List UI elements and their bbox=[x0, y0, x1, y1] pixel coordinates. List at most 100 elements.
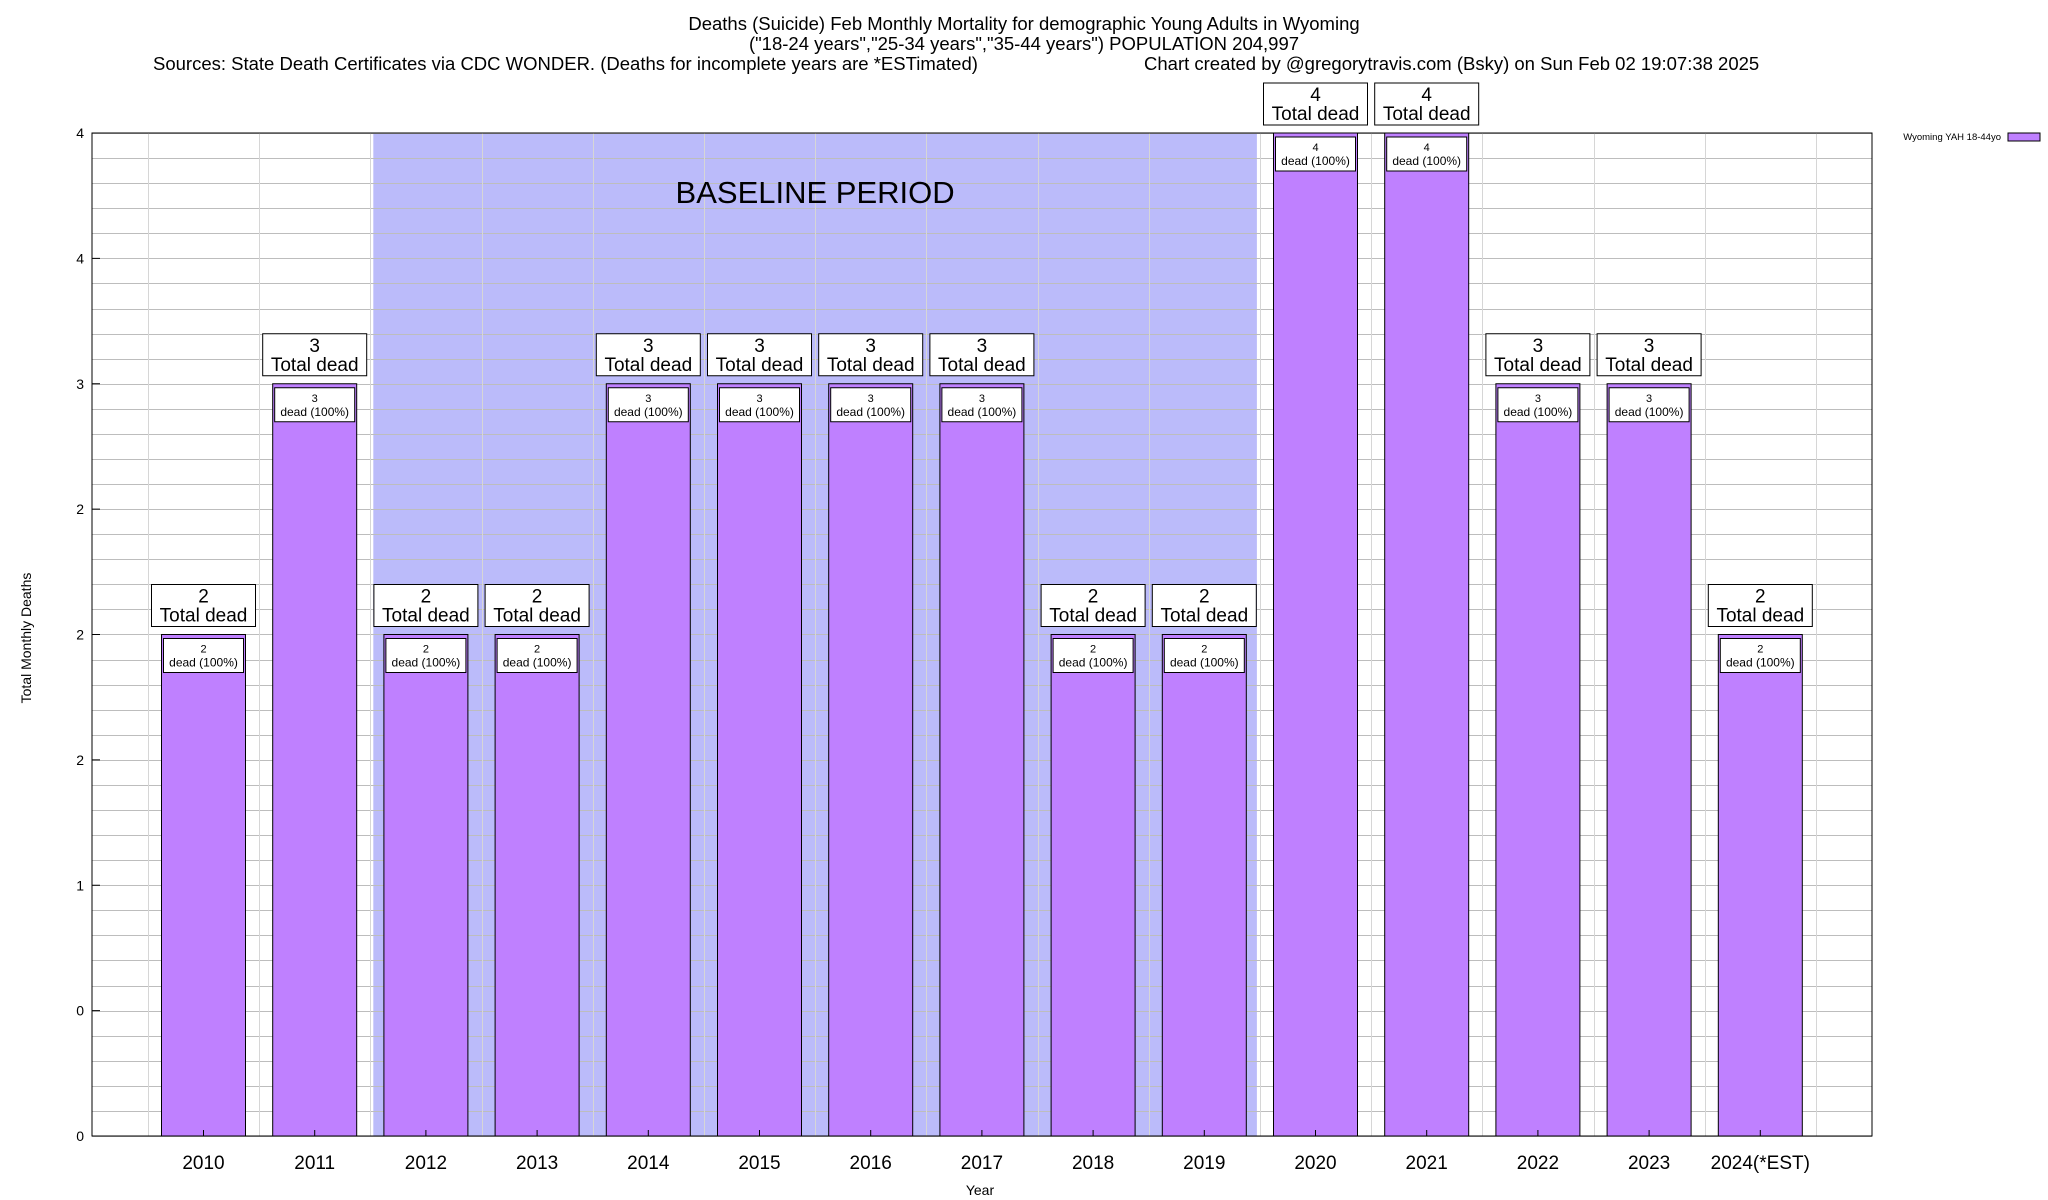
bar-percent-label: dead (100%) bbox=[169, 656, 238, 670]
bar-value-label: 2 bbox=[534, 644, 540, 656]
bar-value-box bbox=[1386, 136, 1468, 172]
bar-percent-label: dead (100%) bbox=[1281, 154, 1350, 168]
bar bbox=[272, 383, 358, 1137]
bar-percent-label: dead (100%) bbox=[1170, 656, 1239, 670]
bar-percent-label: dead (100%) bbox=[614, 405, 683, 419]
total-box bbox=[373, 584, 479, 627]
bar-value-label: 3 bbox=[979, 393, 985, 405]
bar-value-box bbox=[607, 387, 689, 423]
bar-value-box bbox=[1719, 638, 1801, 673]
legend-swatch bbox=[2007, 132, 2041, 142]
total-dead-label: Total dead bbox=[1383, 104, 1471, 125]
bar-percent-label: dead (100%) bbox=[1059, 656, 1128, 670]
y-axis-label-wrap: Total Monthly Deaths bbox=[6, 560, 34, 720]
total-box bbox=[1040, 584, 1146, 627]
bar bbox=[717, 383, 802, 1137]
bar-value-label: 3 bbox=[756, 393, 762, 405]
total-dead-label: Total dead bbox=[160, 606, 248, 627]
bar-value-box bbox=[163, 638, 244, 673]
bar-value-label: 3 bbox=[868, 393, 874, 405]
bar bbox=[1384, 132, 1470, 1137]
bar-percent-label: dead (100%) bbox=[1392, 154, 1461, 168]
x-tick-label: 2024(*EST) bbox=[1711, 1153, 1810, 1174]
bar-percent-label: dead (100%) bbox=[1726, 656, 1795, 670]
bar-value-box bbox=[1275, 136, 1356, 172]
bar bbox=[161, 634, 246, 1137]
total-value-label: 2 bbox=[1199, 587, 1210, 608]
total-value-label: 3 bbox=[1644, 336, 1655, 357]
bar-value-label: 4 bbox=[1424, 142, 1430, 154]
total-value-label: 2 bbox=[198, 587, 209, 608]
total-value-label: 3 bbox=[977, 336, 988, 357]
x-tick-label: 2018 bbox=[1072, 1153, 1114, 1174]
total-box bbox=[818, 333, 924, 377]
bar-value-label: 4 bbox=[1312, 142, 1318, 154]
total-value-label: 3 bbox=[1533, 336, 1544, 357]
bar-value-box bbox=[496, 638, 578, 673]
bar-value-label: 2 bbox=[423, 644, 429, 656]
bar bbox=[1717, 634, 1803, 1137]
total-dead-label: Total dead bbox=[271, 355, 359, 376]
total-box bbox=[484, 584, 590, 627]
x-tick-label: 2020 bbox=[1294, 1153, 1336, 1174]
bar-value-label: 2 bbox=[1090, 644, 1096, 656]
bar-percent-label: dead (100%) bbox=[725, 405, 794, 419]
x-tick-label: 2017 bbox=[961, 1153, 1003, 1174]
bar bbox=[828, 383, 914, 1137]
y-tick-label: 3 bbox=[76, 376, 84, 392]
bar-value-label: 3 bbox=[1535, 393, 1541, 405]
total-dead-label: Total dead bbox=[716, 355, 804, 376]
total-value-label: 4 bbox=[1310, 85, 1321, 106]
bar-value-label: 2 bbox=[1201, 644, 1207, 656]
x-tick-label: 2019 bbox=[1183, 1153, 1225, 1174]
total-box bbox=[1374, 82, 1480, 126]
y-tick-label: 0 bbox=[76, 1003, 84, 1019]
total-value-label: 3 bbox=[643, 336, 654, 357]
y-tick-label: 1 bbox=[76, 877, 84, 893]
baseline-period-label: BASELINE PERIOD bbox=[676, 175, 955, 210]
bar bbox=[1606, 383, 1692, 1137]
total-value-label: 3 bbox=[754, 336, 765, 357]
total-box bbox=[151, 584, 256, 627]
total-dead-label: Total dead bbox=[1605, 355, 1693, 376]
bar-percent-label: dead (100%) bbox=[836, 405, 905, 419]
x-tick-label: 2015 bbox=[738, 1153, 780, 1174]
bar-value-label: 3 bbox=[1646, 393, 1652, 405]
total-box bbox=[1151, 584, 1257, 627]
total-dead-label: Total dead bbox=[938, 355, 1026, 376]
bar-value-box bbox=[1052, 638, 1134, 673]
total-value-label: 2 bbox=[1088, 587, 1099, 608]
bar bbox=[383, 634, 469, 1137]
x-tick-label: 2023 bbox=[1628, 1153, 1670, 1174]
bar-percent-label: dead (100%) bbox=[948, 405, 1017, 419]
bar-value-box bbox=[385, 638, 467, 673]
total-box bbox=[1596, 333, 1702, 377]
total-dead-label: Total dead bbox=[1716, 606, 1804, 627]
total-dead-label: Total dead bbox=[382, 606, 470, 627]
total-value-label: 4 bbox=[1421, 85, 1432, 106]
bar bbox=[939, 383, 1025, 1137]
legend-label: Wyoming YAH 18-44yo bbox=[1903, 132, 2001, 143]
bar-value-box bbox=[719, 387, 800, 423]
total-box bbox=[1707, 584, 1813, 627]
y-tick-label: 2 bbox=[76, 627, 84, 643]
total-value-label: 2 bbox=[532, 587, 543, 608]
total-box bbox=[262, 333, 368, 377]
total-box bbox=[707, 333, 812, 377]
bar bbox=[605, 383, 691, 1137]
y-tick-label: 4 bbox=[76, 250, 84, 266]
x-tick-label: 2013 bbox=[516, 1153, 558, 1174]
total-dead-label: Total dead bbox=[493, 606, 581, 627]
y-tick-label: 2 bbox=[76, 752, 84, 768]
bar-value-box bbox=[941, 387, 1023, 423]
bar-value-label: 3 bbox=[645, 393, 651, 405]
bar bbox=[1161, 634, 1247, 1137]
bar-percent-label: dead (100%) bbox=[1615, 405, 1684, 419]
y-tick-label: 0 bbox=[76, 1128, 84, 1144]
total-value-label: 2 bbox=[421, 587, 432, 608]
bar bbox=[1273, 132, 1358, 1137]
total-box bbox=[595, 333, 701, 377]
total-box bbox=[1263, 82, 1368, 126]
total-value-label: 3 bbox=[865, 336, 876, 357]
bar bbox=[494, 634, 580, 1137]
